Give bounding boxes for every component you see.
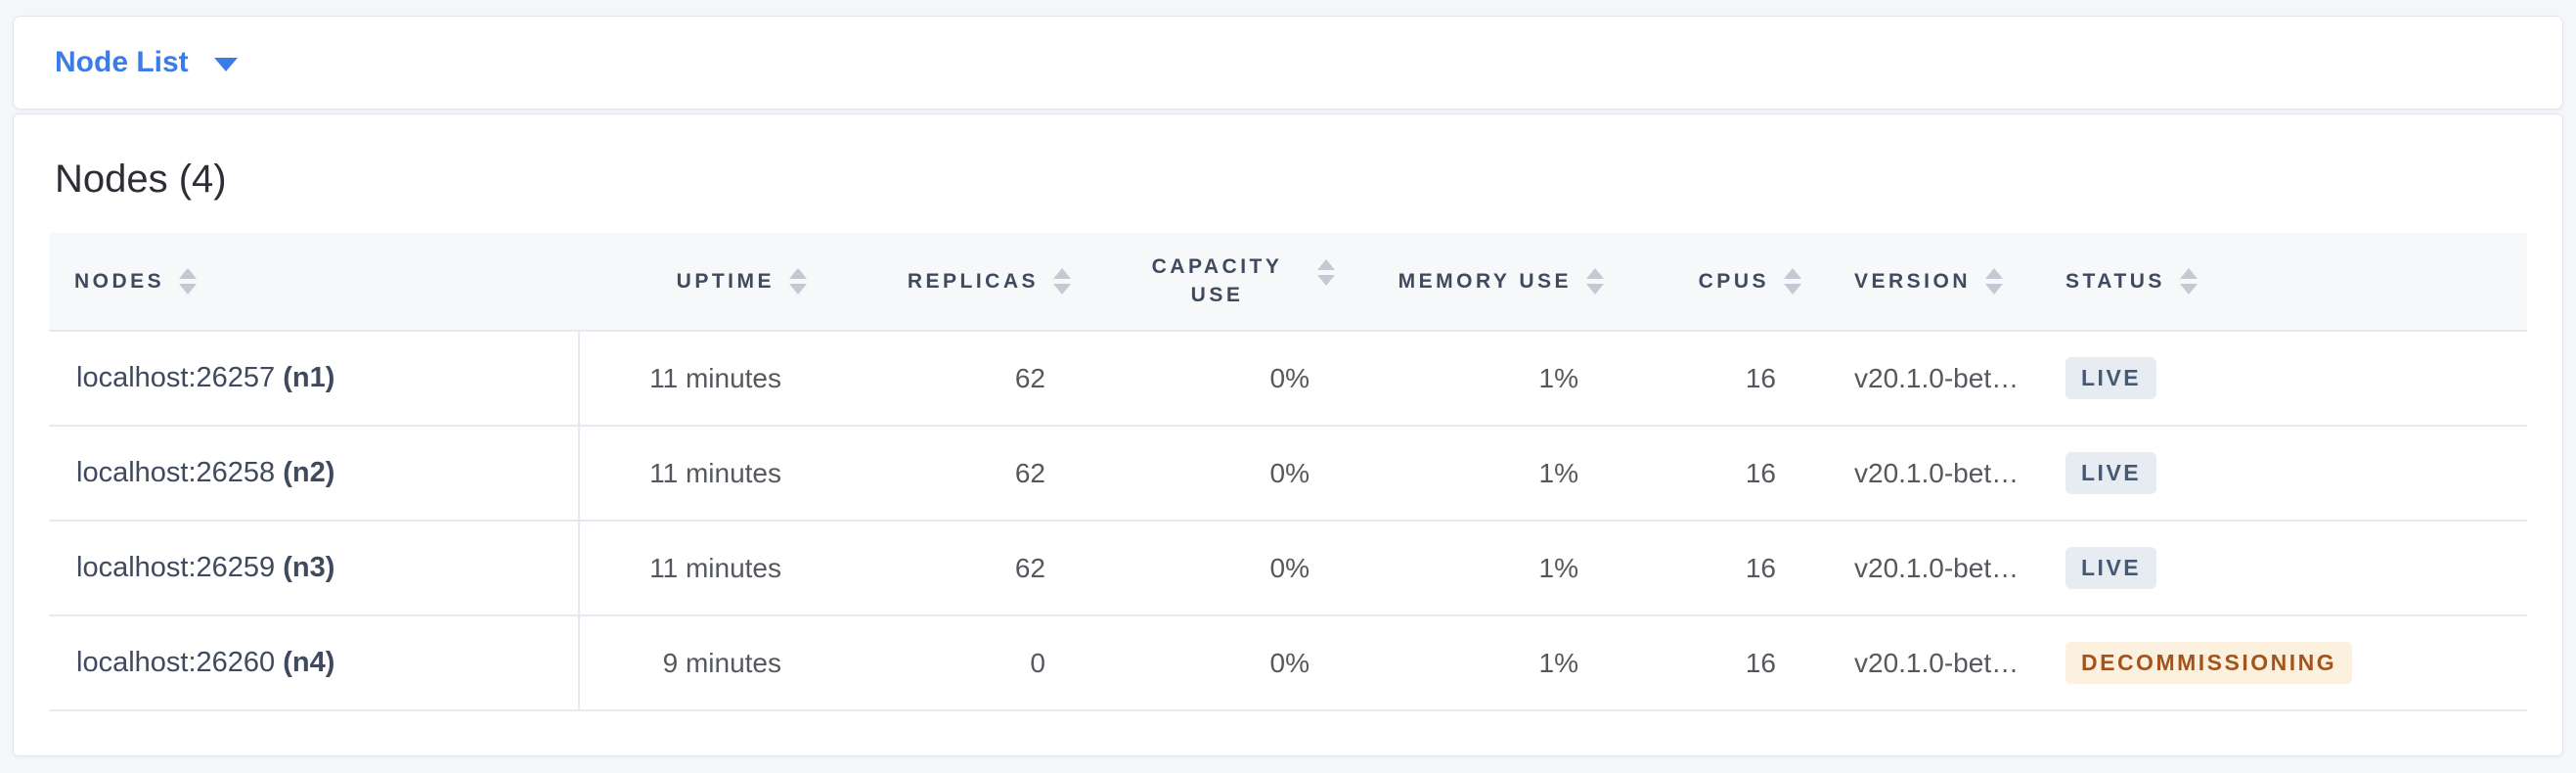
version-cell: v20.1.0-bet…: [1821, 331, 2044, 427]
nodes-table: NODES UPTIME REPLICAS CAPACITY USE MEMOR…: [49, 233, 2527, 711]
column-header-nodes[interactable]: NODES: [49, 233, 579, 332]
status-cell: DECOMMISSIONING: [2044, 615, 2527, 711]
status-cell: LIVE: [2044, 331, 2527, 427]
table-header-row: NODES UPTIME REPLICAS CAPACITY USE MEMOR…: [49, 233, 2527, 332]
uptime-cell: 11 minutes: [579, 521, 826, 616]
table-row[interactable]: localhost:26259 (n3) 11 minutes 62 0% 1%…: [49, 521, 2527, 616]
column-header-status[interactable]: STATUS: [2044, 233, 2527, 332]
sort-arrows-icon[interactable]: [789, 268, 807, 295]
page-title: Nodes (4): [55, 158, 227, 201]
column-header-replicas[interactable]: REPLICAS: [826, 233, 1090, 332]
column-header-uptime[interactable]: UPTIME: [579, 233, 826, 332]
version-cell: v20.1.0-bet…: [1821, 521, 2044, 616]
capacity-use-cell: 0%: [1090, 426, 1355, 522]
memory-use-cell: 1%: [1355, 521, 1623, 616]
node-address: localhost:26257: [76, 362, 276, 393]
sort-arrows-icon[interactable]: [179, 268, 198, 295]
capacity-use-cell: 0%: [1090, 331, 1355, 427]
node-id: (n3): [283, 552, 335, 583]
column-header-version[interactable]: VERSION: [1821, 233, 2044, 332]
replicas-cell: 62: [826, 426, 1090, 522]
node-address-cell[interactable]: localhost:26257 (n1): [49, 331, 580, 427]
sort-arrows-icon[interactable]: [1985, 268, 2004, 295]
status-cell: LIVE: [2044, 426, 2527, 522]
node-address-cell[interactable]: localhost:26259 (n3): [49, 521, 580, 616]
node-address: localhost:26260: [76, 647, 276, 678]
uptime-cell: 9 minutes: [579, 615, 826, 711]
replicas-cell: 0: [826, 615, 1090, 711]
memory-use-cell: 1%: [1355, 426, 1623, 522]
status-badge: LIVE: [2065, 451, 2157, 495]
view-dropdown[interactable]: Node List: [55, 46, 238, 79]
node-address-cell[interactable]: localhost:26260 (n4): [49, 615, 580, 711]
sort-arrows-icon[interactable]: [2179, 268, 2198, 295]
cpus-cell: 16: [1623, 426, 1821, 522]
sort-arrows-icon[interactable]: [1586, 268, 1604, 295]
table-row[interactable]: localhost:26257 (n1) 11 minutes 62 0% 1%…: [49, 331, 2527, 427]
capacity-use-cell: 0%: [1090, 521, 1355, 616]
replicas-cell: 62: [826, 521, 1090, 616]
memory-use-cell: 1%: [1355, 331, 1623, 427]
table-row[interactable]: localhost:26260 (n4) 9 minutes 0 0% 1% 1…: [49, 615, 2527, 711]
node-address: localhost:26259: [76, 552, 276, 583]
status-badge: LIVE: [2065, 356, 2157, 400]
cpus-cell: 16: [1623, 615, 1821, 711]
column-header-capacity-use[interactable]: CAPACITY USE: [1090, 233, 1355, 332]
table-row[interactable]: localhost:26258 (n2) 11 minutes 62 0% 1%…: [49, 426, 2527, 522]
version-cell: v20.1.0-bet…: [1821, 615, 2044, 711]
node-id: (n4): [283, 647, 335, 678]
uptime-cell: 11 minutes: [579, 426, 826, 522]
version-cell: v20.1.0-bet…: [1821, 426, 2044, 522]
column-header-cpus[interactable]: CPUS: [1623, 233, 1821, 332]
status-badge: DECOMMISSIONING: [2065, 641, 2353, 685]
view-dropdown-label: Node List: [55, 46, 189, 78]
status-cell: LIVE: [2044, 521, 2527, 616]
replicas-cell: 62: [826, 331, 1090, 427]
memory-use-cell: 1%: [1355, 615, 1623, 711]
sort-arrows-icon[interactable]: [1317, 259, 1335, 287]
chevron-down-icon: [213, 58, 238, 71]
node-address-cell[interactable]: localhost:26258 (n2): [49, 426, 580, 522]
sort-arrows-icon[interactable]: [1784, 268, 1801, 295]
column-header-memory-use[interactable]: MEMORY USE: [1355, 233, 1623, 332]
nodes-card: Nodes (4) NODES UPTIME REPLICAS CAPACITY…: [13, 114, 2563, 756]
view-selector-bar: Node List: [13, 16, 2563, 110]
uptime-cell: 11 minutes: [579, 331, 826, 427]
node-id: (n1): [283, 362, 335, 393]
node-address: localhost:26258: [76, 457, 276, 488]
cpus-cell: 16: [1623, 331, 1821, 427]
node-id: (n2): [283, 457, 335, 488]
capacity-use-cell: 0%: [1090, 615, 1355, 711]
cpus-cell: 16: [1623, 521, 1821, 616]
status-badge: LIVE: [2065, 546, 2157, 590]
sort-arrows-icon[interactable]: [1053, 268, 1071, 295]
